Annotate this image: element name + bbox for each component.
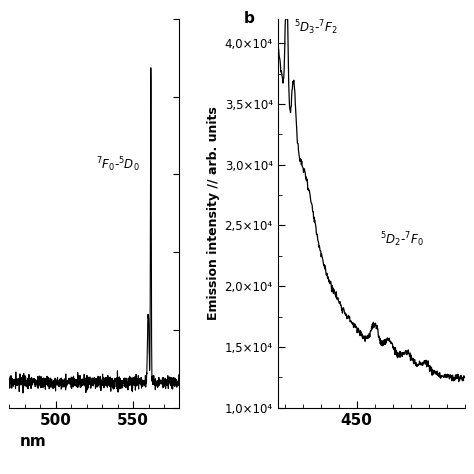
Text: $^5D_2$-$^7F_0$: $^5D_2$-$^7F_0$ [380, 231, 424, 249]
Text: b: b [244, 11, 255, 26]
Text: $^5D_3$-$^7F_2$: $^5D_3$-$^7F_2$ [294, 18, 337, 37]
Text: nm: nm [20, 434, 46, 448]
Y-axis label: Emission intensity // arb. units: Emission intensity // arb. units [208, 107, 220, 320]
Text: $^7F_0$-$^5D_0$: $^7F_0$-$^5D_0$ [96, 156, 139, 174]
